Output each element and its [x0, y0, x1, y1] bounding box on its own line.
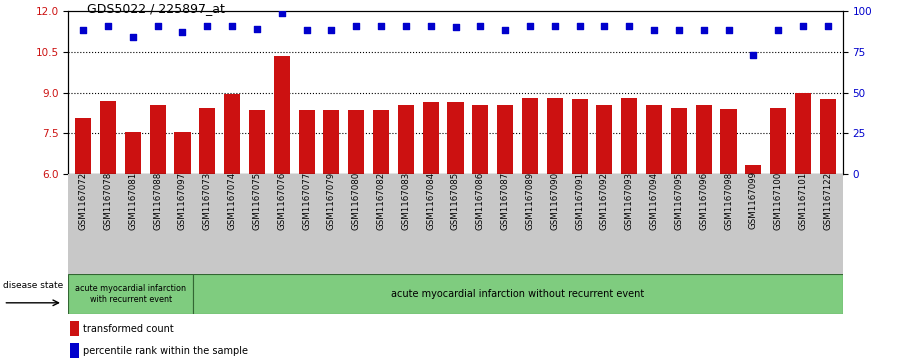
- Point: [324, 28, 339, 33]
- Point: [424, 23, 438, 29]
- Bar: [472, 105, 488, 174]
- Bar: [522, 98, 538, 174]
- Bar: [75, 118, 91, 174]
- Bar: [795, 93, 811, 174]
- Text: GDS5022 / 225897_at: GDS5022 / 225897_at: [87, 2, 224, 15]
- Point: [101, 23, 116, 29]
- Bar: [497, 105, 513, 174]
- Point: [696, 28, 711, 33]
- Point: [349, 23, 363, 29]
- Point: [746, 52, 761, 58]
- Bar: [373, 110, 389, 174]
- Bar: [670, 107, 687, 174]
- Point: [597, 23, 611, 29]
- Point: [448, 24, 463, 30]
- Point: [76, 28, 90, 33]
- Text: transformed count: transformed count: [83, 324, 173, 334]
- Point: [622, 23, 637, 29]
- Bar: [273, 56, 290, 174]
- Point: [771, 28, 785, 33]
- Bar: [125, 132, 141, 174]
- Bar: [224, 94, 241, 174]
- Bar: [820, 99, 836, 174]
- Bar: [68, 274, 193, 314]
- Bar: [423, 102, 439, 174]
- Bar: [447, 102, 464, 174]
- Point: [225, 23, 240, 29]
- Text: percentile rank within the sample: percentile rank within the sample: [83, 346, 248, 356]
- Point: [572, 23, 587, 29]
- Point: [722, 28, 736, 33]
- Bar: [770, 107, 786, 174]
- Bar: [249, 110, 265, 174]
- Bar: [149, 105, 166, 174]
- Point: [274, 9, 289, 15]
- Bar: [70, 321, 79, 335]
- Text: acute myocardial infarction
with recurrent event: acute myocardial infarction with recurre…: [76, 284, 186, 304]
- Point: [374, 23, 388, 29]
- Point: [200, 23, 215, 29]
- Bar: [323, 110, 340, 174]
- Bar: [70, 343, 79, 358]
- Bar: [571, 99, 588, 174]
- Bar: [621, 98, 638, 174]
- Point: [671, 28, 686, 33]
- Point: [795, 23, 810, 29]
- Point: [821, 23, 835, 29]
- Bar: [200, 107, 215, 174]
- Point: [250, 26, 264, 32]
- Text: disease state: disease state: [4, 281, 64, 290]
- Bar: [745, 165, 762, 174]
- Text: acute myocardial infarction without recurrent event: acute myocardial infarction without recu…: [392, 289, 645, 299]
- Point: [300, 28, 314, 33]
- Point: [473, 23, 487, 29]
- Bar: [100, 101, 116, 174]
- Point: [126, 34, 140, 40]
- Point: [399, 23, 414, 29]
- Bar: [193, 274, 843, 314]
- Bar: [721, 109, 737, 174]
- Bar: [299, 110, 314, 174]
- Bar: [398, 105, 414, 174]
- Bar: [696, 105, 711, 174]
- Bar: [597, 105, 612, 174]
- Bar: [348, 110, 364, 174]
- Point: [548, 23, 562, 29]
- Point: [647, 28, 661, 33]
- Bar: [174, 132, 190, 174]
- Point: [523, 23, 537, 29]
- Bar: [646, 105, 662, 174]
- Point: [497, 28, 512, 33]
- Bar: [547, 98, 563, 174]
- Point: [175, 29, 189, 35]
- Point: [150, 23, 165, 29]
